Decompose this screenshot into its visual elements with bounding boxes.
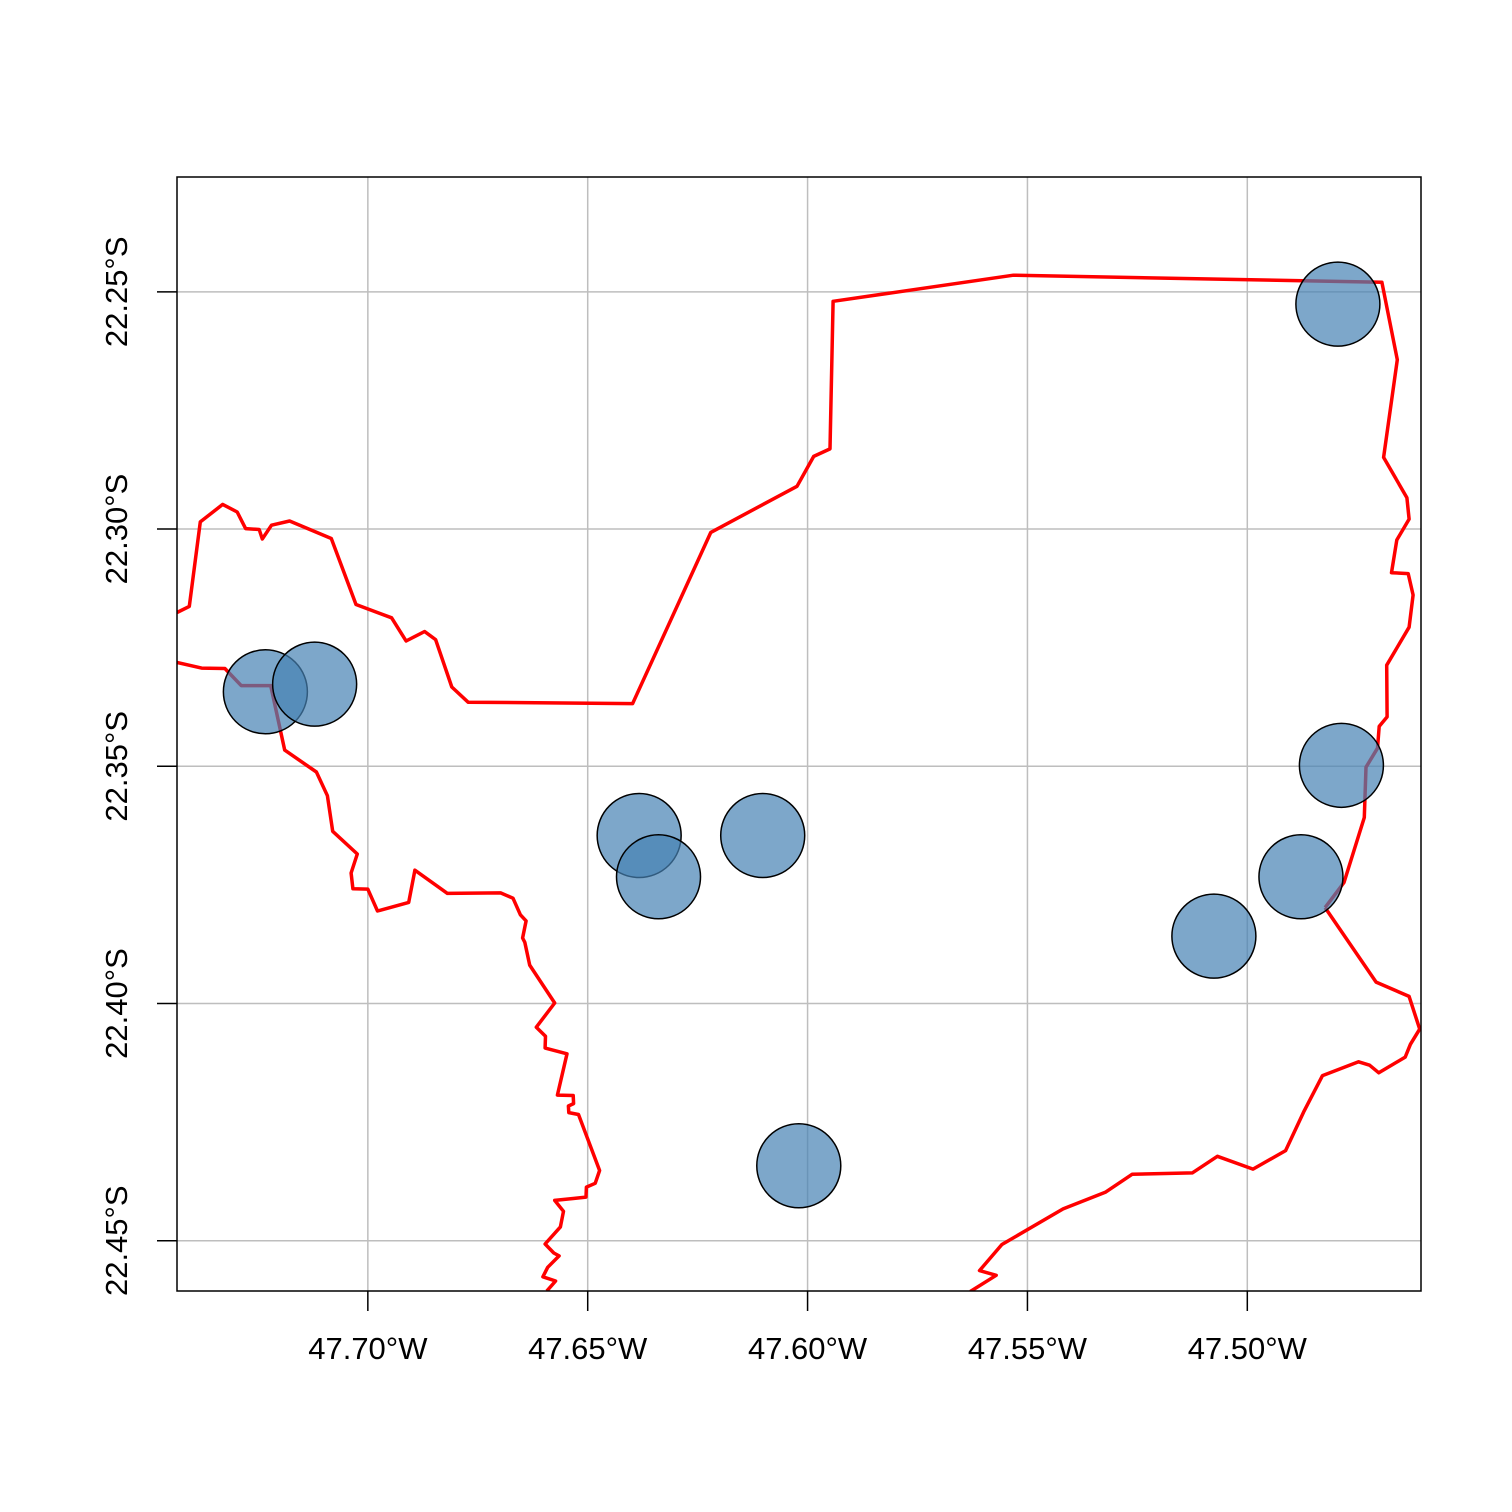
grid — [177, 177, 1421, 1291]
boundary-line — [177, 273, 1415, 909]
y-tick-label: 22.45°S — [99, 1185, 134, 1296]
location-point — [756, 1122, 842, 1209]
x-tick-label: 47.70°W — [308, 1331, 428, 1366]
location-point — [1171, 893, 1257, 979]
boundary-line — [969, 906, 1421, 1291]
location-point — [1258, 834, 1344, 920]
x-tick-label: 47.55°W — [968, 1331, 1088, 1366]
boundary-line — [177, 660, 602, 1291]
y-tick-label: 22.35°S — [99, 711, 134, 822]
x-tick-label: 47.50°W — [1188, 1331, 1308, 1366]
location-point — [271, 641, 358, 727]
y-tick-label: 22.30°S — [99, 474, 134, 585]
location-point — [1298, 722, 1385, 809]
x-tick-label: 47.60°W — [748, 1331, 868, 1366]
location-point — [1295, 261, 1381, 347]
y-tick-label: 22.40°S — [99, 948, 134, 1059]
axes: 47.70°W 47.65°W 47.60°W 47.55°W 47.50°W 22.25… — [99, 236, 1308, 1366]
boundary-lines — [177, 273, 1421, 1291]
x-tick-label: 47.65°W — [528, 1331, 648, 1366]
location-points — [222, 261, 1385, 1209]
location-point — [615, 834, 702, 920]
location-point — [719, 792, 806, 879]
plot-frame — [176, 176, 1422, 1292]
y-tick-label: 22.25°S — [99, 236, 134, 347]
